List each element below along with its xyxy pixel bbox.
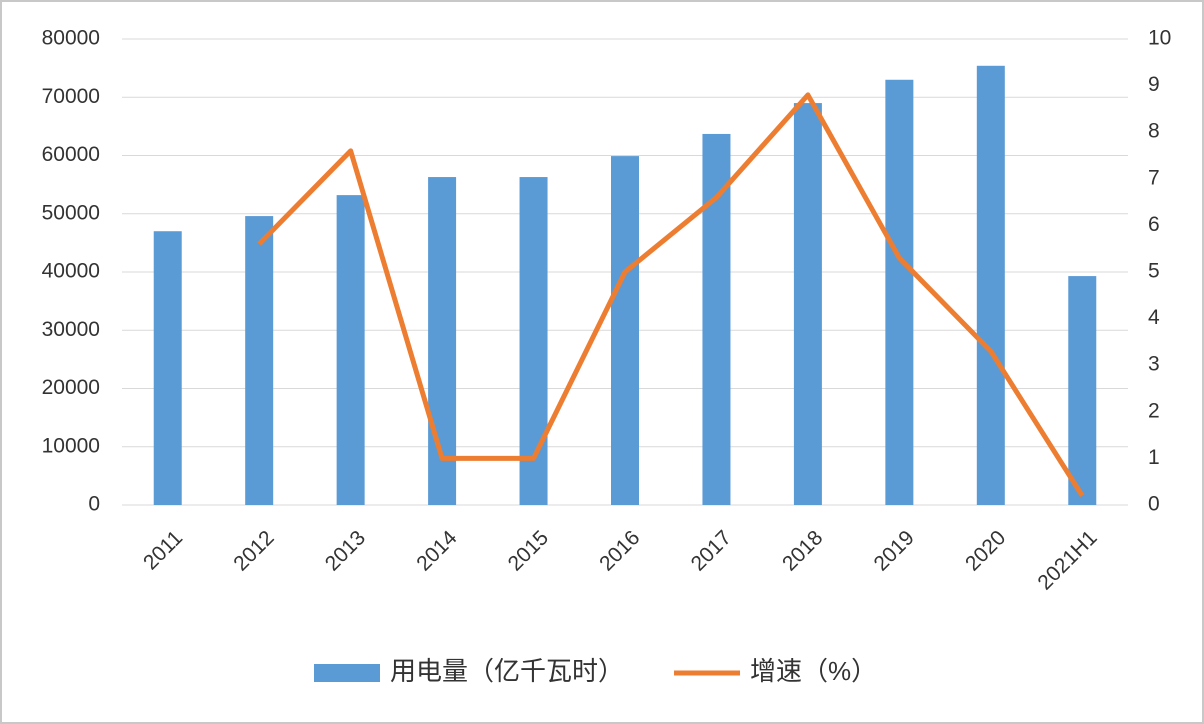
y-tick-label: 30000	[42, 318, 100, 341]
legend-label: 增速（%）	[750, 656, 877, 686]
y2-tick-label: 8	[1148, 120, 1160, 143]
y-tick-label: 40000	[42, 260, 100, 283]
y-tick-label: 80000	[42, 27, 100, 50]
legend-label: 用电量（亿千瓦时）	[390, 656, 624, 686]
y-tick-label: 60000	[42, 143, 100, 166]
y2-tick-label: 1	[1148, 446, 1160, 469]
y2-tick-label: 4	[1148, 306, 1160, 329]
y2-tick-label: 7	[1148, 166, 1160, 189]
bar	[336, 195, 365, 506]
line	[257, 92, 1085, 498]
bar	[519, 177, 548, 506]
y-tick-label: 50000	[42, 201, 100, 224]
bar	[245, 216, 274, 505]
bar	[793, 103, 822, 505]
y2-tick-label: 3	[1148, 353, 1160, 376]
y2-tick-label: 5	[1148, 260, 1160, 283]
y2-tick-label: 0	[1148, 493, 1160, 516]
bar	[153, 231, 182, 505]
legend-swatch	[314, 664, 380, 682]
y-tick-label: 10000	[42, 434, 100, 457]
y-tick-label: 70000	[42, 85, 100, 108]
bar	[611, 156, 639, 505]
y2-tick-label: 2	[1148, 399, 1160, 422]
y2-tick-label: 6	[1148, 213, 1160, 236]
bar	[885, 79, 914, 506]
y-tick-label: 20000	[42, 376, 100, 399]
bar	[1068, 276, 1097, 505]
y-tick-label: 0	[88, 493, 100, 516]
bar	[976, 65, 1005, 506]
y2-tick-label: 9	[1148, 73, 1160, 96]
y2-tick-label: 10	[1148, 27, 1171, 50]
